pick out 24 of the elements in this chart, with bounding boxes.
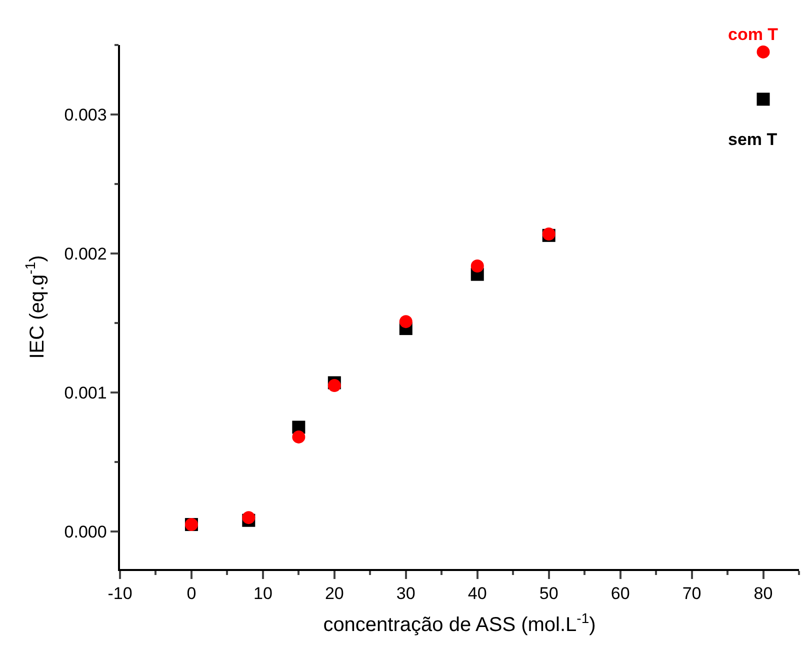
x-tick-label: 60	[610, 584, 630, 604]
x-tick-label: 20	[324, 584, 344, 604]
series-label: com T	[728, 25, 779, 44]
series-label: sem T	[728, 130, 778, 149]
point	[756, 45, 770, 58]
y-tick-label: 0.001	[64, 383, 107, 402]
x-tick-label: 30	[396, 584, 416, 604]
point	[242, 511, 256, 524]
x-axis-title: concentração de ASS (mol.L$^{-1}$)	[323, 610, 596, 636]
y-tick-label: 0.003	[64, 105, 107, 124]
x-tick-label: 0	[186, 584, 196, 604]
point	[292, 430, 306, 444]
point	[470, 260, 484, 272]
x-tick-label: 10	[253, 584, 272, 604]
x-tick-label: 80	[754, 584, 773, 604]
x-tick-label: 40	[468, 584, 487, 604]
x-tick-label: 70	[682, 584, 702, 604]
point	[399, 315, 412, 328]
point	[756, 92, 770, 106]
x-tick-label: 50	[539, 584, 558, 604]
y-tick-label: 0.000	[64, 522, 107, 542]
point	[328, 379, 341, 392]
x-tick-label: -10	[108, 584, 132, 604]
y-tick-label: 0.002	[64, 244, 107, 264]
